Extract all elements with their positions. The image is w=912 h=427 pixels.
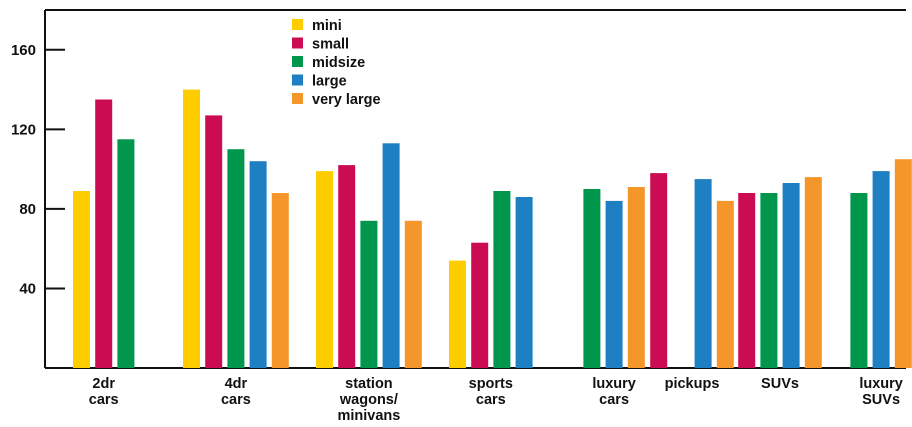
y-ticks: 40 80 120 160 [11,42,65,297]
legend-swatch-very-large [292,93,303,104]
legend-label-large: large [312,74,347,90]
bar-midsize [850,193,868,368]
category-label: pickups [665,376,720,392]
bar-very-large [627,187,645,368]
legend: mini small midsize large very large [292,18,381,108]
bar-very-large [894,159,912,368]
category-label: sports cars [469,376,513,408]
bar-midsize [583,189,601,368]
y-tick-label: 40 [19,280,36,297]
bar-very-large [716,200,734,368]
category-label: luxury SUVs [859,376,903,408]
bar-mini [449,260,466,368]
bar-small [738,193,756,368]
bar-midsize [493,191,511,368]
legend-label-mini: mini [312,18,342,34]
bars [73,89,912,369]
legend-swatch-small [292,37,303,49]
legend-label-very-large: very large [312,92,381,108]
bar-very-large [271,193,289,368]
legend-swatch-midsize [292,56,303,67]
y-tick-label: 120 [11,121,36,138]
bar-midsize [117,139,135,368]
category-label: SUVs [761,376,799,392]
bar-midsize [760,193,778,368]
y-tick-label: 80 [19,201,36,218]
legend-label-small: small [312,37,349,53]
bar-small [650,173,668,368]
legend-swatch-mini [292,19,303,30]
bar-very-large [404,220,422,368]
bar-midsize [227,149,245,368]
category-label: station wagons/minivans [337,376,400,424]
bar-large [694,179,712,368]
bar-large [782,183,800,368]
bar-small [95,99,113,368]
bar-midsize [360,220,378,368]
bar-large [872,171,890,368]
bar-mini [316,171,333,368]
category-label: 4dr cars [221,376,251,408]
category-labels: 2dr cars 4dr cars station wagons/minivans spor… [89,376,903,424]
bar-very-large [804,177,822,368]
y-tick-label: 160 [11,42,36,59]
bar-mini [183,89,200,368]
category-label: 2dr cars [89,376,119,408]
bar-large [515,197,533,368]
bar-mini [73,191,90,368]
bar-small [205,115,223,369]
bar-small [338,165,356,368]
bar-large [249,161,267,368]
legend-label-midsize: midsize [312,55,365,71]
bar-large [605,200,623,368]
bar-large [382,143,400,368]
category-label: luxury cars [592,376,636,408]
bar-small [471,242,489,368]
legend-swatch-large [292,74,303,86]
